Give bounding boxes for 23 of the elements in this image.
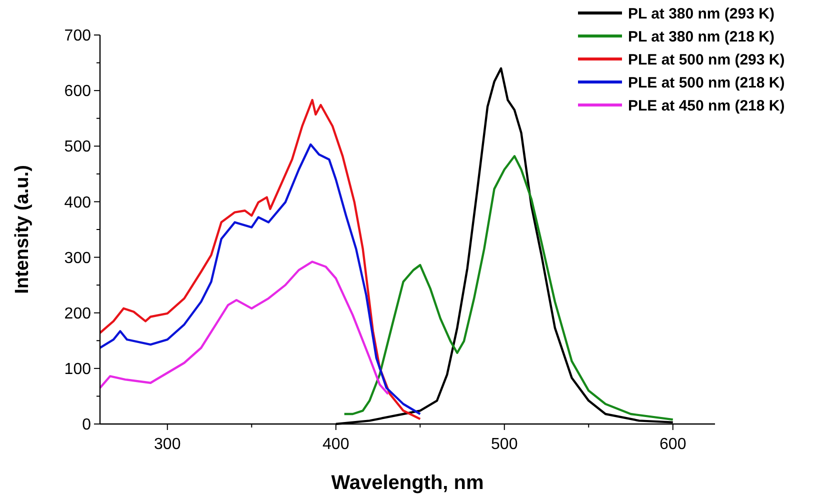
x-tick-label: 600 [660, 436, 686, 453]
x-tick-label: 400 [322, 436, 350, 453]
y-tick-label: 300 [64, 250, 92, 267]
y-tick-label: 200 [64, 305, 92, 322]
legend-label: PLE at 500 nm (218 K) [628, 74, 785, 92]
x-axis-title: Wavelength, nm [331, 472, 484, 494]
legend-label: PL at 380 nm (218 K) [628, 28, 774, 46]
legend-label: PLE at 500 nm (293 K) [628, 51, 785, 68]
y-tick-label: 400 [64, 194, 92, 212]
y-axis-title: Intensity (a.u.) [12, 165, 33, 294]
legend-label: PLE at 450 nm (218 K) [628, 97, 785, 114]
x-tick-label: 500 [491, 436, 518, 453]
y-tick-label: 700 [64, 28, 92, 45]
line-series [98, 143, 422, 416]
line-series [98, 260, 390, 396]
y-tick-label: 500 [64, 138, 92, 156]
line-series [343, 155, 674, 421]
y-tick-label: 0 [82, 416, 92, 434]
x-tick-label: 300 [154, 436, 181, 453]
y-tick-label: 600 [64, 83, 92, 100]
line-series [98, 98, 422, 420]
y-tick-label: 100 [64, 361, 92, 378]
legend-label: PL at 380 nm (293 K) [628, 5, 774, 22]
